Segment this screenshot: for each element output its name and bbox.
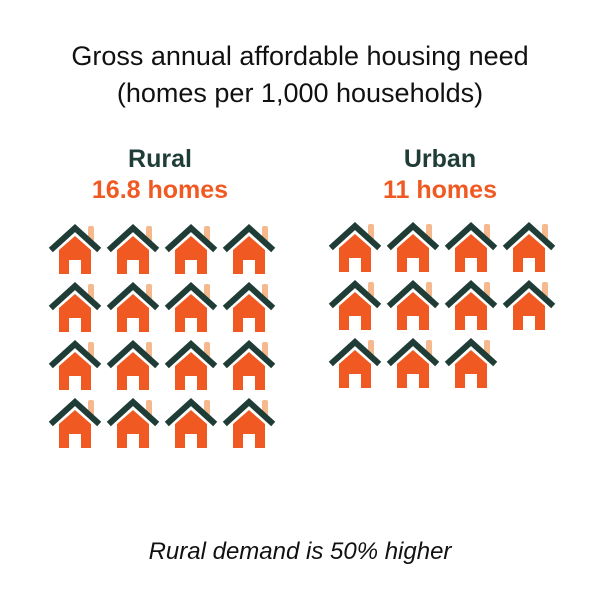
rural-house-icon	[106, 397, 160, 448]
urban-house-group	[328, 221, 556, 388]
rural-house-icon	[106, 339, 160, 390]
urban-house-icon	[444, 221, 498, 272]
rural-value-label: 16.8 homes	[91, 176, 229, 204]
chart-title-line-1: Gross annual affordable housing need	[71, 41, 529, 71]
rural-house-icon	[164, 339, 218, 390]
rural-house-icon	[48, 281, 102, 332]
urban-label: Urban	[403, 145, 477, 173]
rural-house-icon	[222, 281, 276, 332]
annotation: Rural demand is 50% higher	[148, 538, 452, 565]
rural-house-group	[48, 223, 276, 506]
rural-house-icon	[48, 397, 102, 448]
rural-partial-house-icon	[53, 458, 97, 506]
urban-house-icon	[328, 279, 382, 330]
urban-house-icon	[386, 337, 440, 388]
rural-house-icon	[164, 223, 218, 274]
urban-house-icon	[386, 221, 440, 272]
rural-label: Rural	[128, 145, 192, 173]
rural-house-icon	[48, 223, 102, 274]
urban-value-label: 11 homes	[383, 176, 497, 204]
rural-house-icon	[164, 281, 218, 332]
urban-house-icon	[328, 337, 382, 388]
rural-house-icon	[222, 397, 276, 448]
urban-house-icon	[386, 279, 440, 330]
urban-house-icon	[502, 221, 556, 272]
urban-house-icon	[444, 337, 498, 388]
rural-house-icon	[222, 223, 276, 274]
chart-title: Gross annual affordable housing need (ho…	[0, 38, 600, 112]
urban-house-icon	[502, 279, 556, 330]
urban-house-icon	[444, 279, 498, 330]
rural-house-icon	[222, 339, 276, 390]
rural-house-icon	[106, 281, 160, 332]
urban-house-icon	[328, 221, 382, 272]
rural-house-icon	[164, 397, 218, 448]
rural-house-icon	[48, 339, 102, 390]
chart-subtitle: (homes per 1,000 households)	[116, 78, 484, 108]
rural-house-icon	[106, 223, 160, 274]
